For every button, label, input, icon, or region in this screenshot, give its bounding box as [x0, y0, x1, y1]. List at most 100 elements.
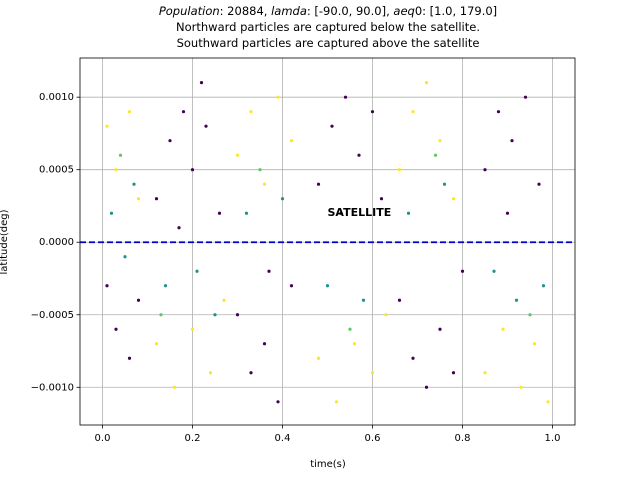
point: [379, 197, 384, 201]
point: [289, 284, 294, 288]
point: [483, 371, 487, 375]
axes-frame: [79, 57, 576, 426]
annotation: SATELLITE: [328, 206, 392, 219]
point: [537, 182, 541, 186]
point: [168, 139, 172, 143]
title-part: Population: [159, 4, 220, 18]
point: [334, 400, 339, 404]
point: [492, 269, 496, 273]
point: [177, 226, 181, 230]
y-axis-label: latitude(deg): [0, 209, 10, 274]
x-tick-label: 0.6: [365, 433, 381, 444]
point: [172, 385, 177, 389]
y-tick-label: −0.0010: [31, 382, 74, 393]
y-tick-label: 0.0000: [39, 237, 74, 248]
point: [109, 211, 114, 215]
chart-title: Northward particles are captured below t…: [176, 20, 480, 34]
point: [343, 95, 348, 99]
point: [505, 211, 510, 215]
point: [546, 400, 550, 404]
chart-title: Southward particles are captured above t…: [177, 36, 480, 50]
point: [451, 197, 456, 201]
point: [204, 124, 208, 128]
point: [433, 153, 438, 157]
x-axis-label: time(s): [310, 459, 346, 470]
x-tick-label: 1.0: [545, 433, 561, 444]
y-tick-label: 0.0005: [39, 165, 74, 176]
x-tick-label: 0.0: [95, 433, 111, 444]
title-part: aeq: [393, 4, 414, 18]
point: [159, 313, 163, 317]
point: [352, 342, 357, 346]
point: [397, 168, 402, 172]
y-tick-label: 0.0010: [39, 92, 74, 103]
point: [258, 168, 262, 172]
point: [217, 211, 222, 215]
point: [424, 385, 429, 389]
point: [411, 356, 415, 360]
point: [325, 284, 330, 288]
point: [127, 110, 132, 114]
point: [132, 182, 136, 186]
point: [460, 269, 465, 273]
point: [190, 168, 195, 172]
point: [249, 110, 253, 114]
point: [262, 182, 267, 186]
point: [154, 197, 159, 201]
point: [136, 298, 141, 302]
point: [235, 313, 240, 317]
point: [330, 124, 334, 128]
point: [249, 371, 253, 375]
point: [316, 356, 321, 360]
point: [496, 110, 501, 114]
point: [528, 313, 532, 317]
x-tick-label: 0.4: [275, 433, 291, 444]
title-part: : 20884,: [220, 4, 271, 18]
point: [438, 139, 442, 143]
point: [289, 139, 294, 143]
point: [262, 342, 267, 346]
point: [483, 168, 487, 172]
point: [519, 385, 523, 389]
title-part: Southward particles are captured above t…: [177, 36, 480, 50]
point: [154, 342, 159, 346]
point: [280, 197, 285, 201]
point: [276, 400, 280, 404]
point: [136, 197, 141, 201]
point: [348, 327, 352, 331]
x-tick-label: 0.8: [455, 433, 471, 444]
point: [501, 327, 505, 331]
point: [195, 269, 199, 273]
point: [114, 327, 118, 331]
title-part: : [-90.0, 90.0],: [307, 4, 394, 18]
point: [514, 298, 519, 302]
point: [199, 81, 204, 85]
point: [442, 182, 447, 186]
point: [208, 371, 213, 375]
point: [267, 269, 271, 273]
title-part: 0: [1.0, 179.0]: [415, 4, 497, 18]
title-part: Northward particles are captured below t…: [176, 20, 480, 34]
point: [235, 153, 240, 157]
point: [541, 284, 546, 288]
point: [222, 298, 226, 302]
point: [190, 327, 195, 331]
title-part: lamda: [271, 4, 307, 18]
point: [118, 153, 123, 157]
point: [105, 284, 109, 288]
point: [105, 124, 109, 128]
point: [451, 371, 456, 375]
point: [357, 153, 361, 157]
y-tick-label: −0.0005: [31, 310, 74, 321]
point: [114, 168, 118, 172]
point: [532, 342, 537, 346]
point: [384, 313, 388, 317]
point: [510, 139, 514, 143]
point: [370, 371, 375, 375]
point: [276, 95, 280, 99]
point: [406, 211, 411, 215]
point: [397, 298, 402, 302]
point: [316, 182, 321, 186]
